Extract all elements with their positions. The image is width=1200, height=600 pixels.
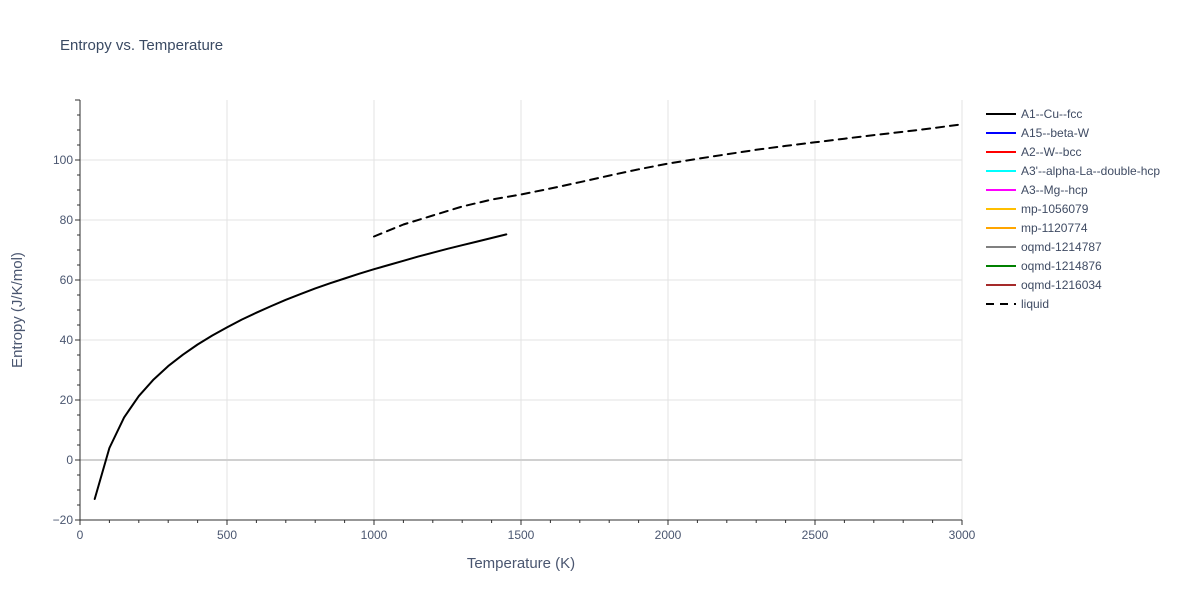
grid-lines [80,100,963,521]
axes [75,99,963,525]
x-tick-label: 3000 [949,528,976,542]
x-tick-label: 1000 [361,528,388,542]
x-axis-title: Temperature (K) [467,555,575,572]
legend-label: A3--Mg--hcp [1021,183,1088,197]
chart-title: Entropy vs. Temperature [60,37,223,54]
legend-label: A2--W--bcc [1021,145,1081,159]
data-series [93,123,963,500]
legend-label: A15--beta-W [1021,126,1090,140]
y-tick-label: 40 [60,333,74,347]
y-tick-label: 0 [66,453,73,467]
y-tick-label: 60 [60,273,74,287]
legend-label: oqmd-1214787 [1021,240,1102,254]
series-line-liquid [373,123,963,238]
y-tick-label: 100 [53,153,73,167]
y-axis-title: Entropy (J/K/mol) [9,252,26,368]
x-tick-label: 2500 [802,528,829,542]
x-tick-label: 0 [77,528,84,542]
x-tick-label: 500 [217,528,237,542]
y-tick-label: −20 [53,513,74,527]
legend-label: oqmd-1214876 [1021,259,1102,273]
legend-label: mp-1056079 [1021,202,1089,216]
legend-label: mp-1120774 [1021,221,1088,235]
legend-label: oqmd-1216034 [1021,278,1102,292]
y-tick-label: 20 [60,393,74,407]
series-line-a1-cu-fcc [93,233,508,500]
legend-label: liquid [1021,297,1049,311]
y-tick-label: 80 [60,213,74,227]
legend: A1--Cu--fcc A15--beta-W A2--W--bcc A3'--alp… [986,107,1160,311]
x-tick-label: 1500 [508,528,535,542]
legend-label: A1--Cu--fcc [1021,107,1082,121]
legend-label: A3'--alpha-La--double-hcp [1021,164,1160,178]
x-tick-label: 2000 [655,528,682,542]
